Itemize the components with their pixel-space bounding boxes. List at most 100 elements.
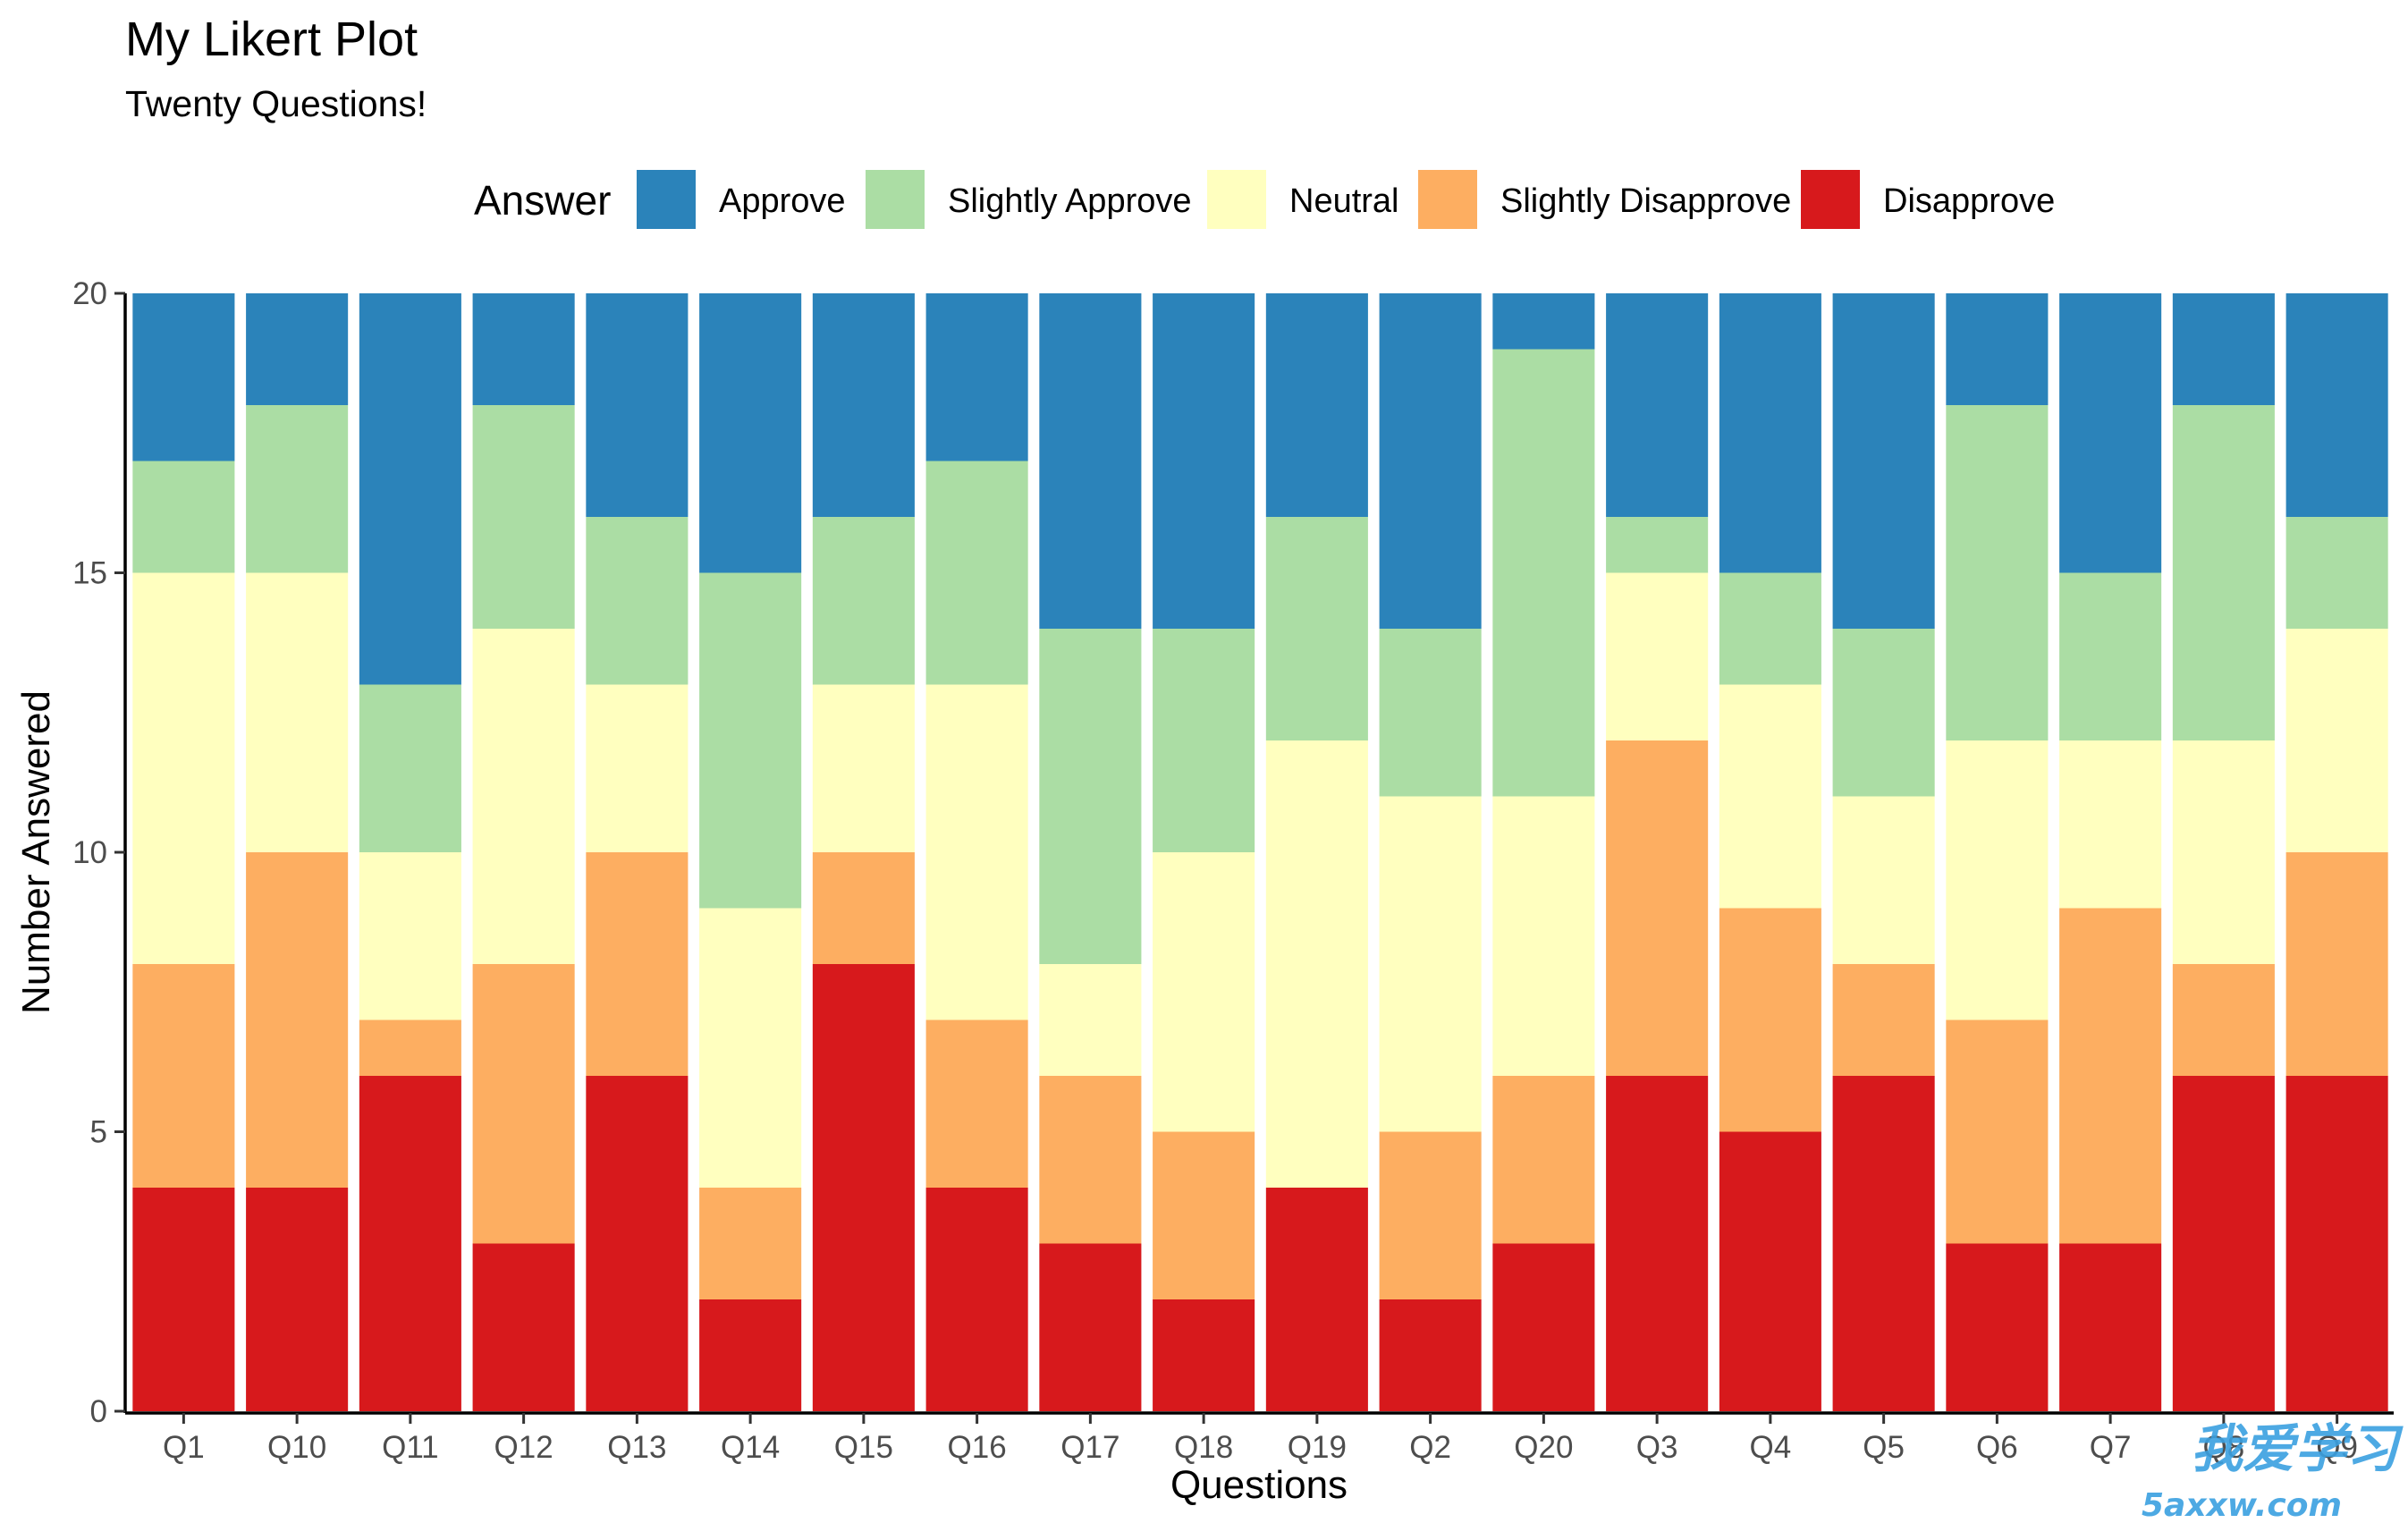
legend-label: Approve xyxy=(719,182,846,220)
bar-segment-q2-disapprove xyxy=(1379,1299,1482,1411)
bar-segment-q18-disapprove xyxy=(1153,1299,1255,1411)
legend-label: Disapprove xyxy=(1883,182,2055,220)
x-tick-label: Q2 xyxy=(1409,1430,1451,1465)
bar-segment-q3-disapprove xyxy=(1606,1076,1709,1411)
bar-segment-q20-slightly-disapprove xyxy=(1492,1076,1595,1244)
x-tick-label: Q13 xyxy=(607,1430,666,1465)
bar-segment-q4-slightly-disapprove xyxy=(1719,908,1821,1132)
bar-segment-q9-slightly-approve xyxy=(2285,517,2388,629)
bar-segment-q15-approve xyxy=(812,293,915,517)
bar-segment-q2-approve xyxy=(1379,293,1482,629)
bar-segment-q20-slightly-approve xyxy=(1492,349,1595,797)
x-tick-label: Q9 xyxy=(2316,1430,2358,1465)
x-tick-label: Q17 xyxy=(1060,1430,1120,1465)
bars-layer xyxy=(132,293,2388,1411)
bar-segment-q5-slightly-disapprove xyxy=(1832,964,1935,1076)
bar-segment-q4-approve xyxy=(1719,293,1821,573)
legend: Answer Approve Slightly Approve Neutral Sli… xyxy=(474,170,2055,229)
y-axis-label: Number Answered xyxy=(14,690,58,1014)
bar-segment-q2-slightly-approve xyxy=(1379,629,1482,797)
bar-segment-q14-neutral xyxy=(699,908,802,1188)
bar-segment-q18-slightly-disapprove xyxy=(1153,1131,1255,1299)
bar-segment-q14-slightly-approve xyxy=(699,572,802,909)
x-tick-label: Q16 xyxy=(948,1430,1007,1465)
x-tick-label: Q14 xyxy=(721,1430,780,1465)
bar-segment-q17-approve xyxy=(1039,293,1142,629)
bar-segment-q14-approve xyxy=(699,293,802,573)
bar-segment-q10-slightly-approve xyxy=(246,405,349,573)
x-tick-label: Q12 xyxy=(494,1430,553,1465)
bar-segment-q19-disapprove xyxy=(1265,1188,1368,1411)
bar-segment-q1-slightly-disapprove xyxy=(132,964,235,1188)
axes-layer: 0 5 10 15 20 Q1 Q10 Q11 Q12 Q13 Q14 Q15 Q16 Q17 Q18 Q19… xyxy=(72,276,2394,1465)
bar-segment-q13-slightly-approve xyxy=(586,517,689,685)
bar-segment-q10-approve xyxy=(246,293,349,405)
bar-segment-q1-neutral xyxy=(132,572,235,964)
x-tick-label: Q18 xyxy=(1174,1430,1233,1465)
x-tick-label: Q15 xyxy=(834,1430,893,1465)
bar-segment-q8-slightly-disapprove xyxy=(2172,964,2275,1076)
watermark: 我爱学习 5axxw.com xyxy=(2142,1418,2404,1523)
bar-segment-q14-disapprove xyxy=(699,1299,802,1411)
bar-segment-q18-slightly-approve xyxy=(1153,629,1255,852)
bar-segment-q3-neutral xyxy=(1606,572,1709,740)
bar-segment-q4-neutral xyxy=(1719,684,1821,909)
bar-segment-q3-approve xyxy=(1606,293,1709,517)
bar-segment-q7-slightly-disapprove xyxy=(2059,908,2162,1244)
bar-segment-q7-disapprove xyxy=(2059,1243,2162,1411)
bar-segment-q15-disapprove xyxy=(812,964,915,1411)
x-tick-label: Q6 xyxy=(1976,1430,2018,1465)
bar-segment-q11-slightly-disapprove xyxy=(359,1020,461,1076)
x-tick-label: Q7 xyxy=(2090,1430,2132,1465)
bar-segment-q5-slightly-approve xyxy=(1832,629,1935,797)
bar-segment-q6-slightly-disapprove xyxy=(1946,1020,2049,1244)
bar-segment-q19-neutral xyxy=(1265,740,1368,1188)
bar-segment-q8-disapprove xyxy=(2172,1076,2275,1411)
bar-segment-q13-approve xyxy=(586,293,689,517)
bar-segment-q10-slightly-disapprove xyxy=(246,852,349,1188)
bar-segment-q20-approve xyxy=(1492,293,1595,350)
bar-segment-q3-slightly-disapprove xyxy=(1606,740,1709,1076)
bar-segment-q9-slightly-disapprove xyxy=(2285,852,2388,1076)
bar-segment-q20-disapprove xyxy=(1492,1243,1595,1411)
x-tick-label: Q11 xyxy=(382,1430,439,1465)
bar-segment-q13-neutral xyxy=(586,684,689,852)
bar-segment-q18-approve xyxy=(1153,293,1255,629)
bar-segment-q1-slightly-approve xyxy=(132,461,235,573)
x-tick-label: Q3 xyxy=(1636,1430,1678,1465)
bar-segment-q14-slightly-disapprove xyxy=(699,1188,802,1299)
bar-segment-q5-disapprove xyxy=(1832,1076,1935,1411)
bar-segment-q17-slightly-disapprove xyxy=(1039,1076,1142,1244)
bar-segment-q12-slightly-approve xyxy=(472,405,575,629)
bar-segment-q15-neutral xyxy=(812,684,915,852)
bar-segment-q12-neutral xyxy=(472,629,575,964)
x-tick-label: Q20 xyxy=(1514,1430,1573,1465)
bar-segment-q12-slightly-disapprove xyxy=(472,964,575,1244)
legend-key-approve xyxy=(637,170,696,229)
x-tick-label: Q8 xyxy=(2203,1430,2245,1465)
y-tick-label: 0 xyxy=(90,1394,107,1429)
legend-key-slightly-approve xyxy=(866,170,925,229)
legend-key-neutral xyxy=(1207,170,1266,229)
legend-key-slightly-disapprove xyxy=(1418,170,1477,229)
x-tick-label: Q4 xyxy=(1750,1430,1792,1465)
legend-title: Answer xyxy=(474,177,611,224)
y-tick-label: 20 xyxy=(72,276,107,311)
bar-segment-q2-slightly-disapprove xyxy=(1379,1131,1482,1299)
bar-segment-q11-approve xyxy=(359,293,461,685)
bar-segment-q9-neutral xyxy=(2285,629,2388,852)
legend-key-disapprove xyxy=(1801,170,1860,229)
bar-segment-q15-slightly-disapprove xyxy=(812,852,915,964)
x-tick-label: Q1 xyxy=(163,1430,205,1465)
bar-segment-q11-slightly-approve xyxy=(359,684,461,852)
y-tick-label: 15 xyxy=(72,556,107,591)
bar-segment-q17-neutral xyxy=(1039,964,1142,1076)
bar-segment-q9-disapprove xyxy=(2285,1076,2388,1411)
legend-label: Slightly Disapprove xyxy=(1500,182,1791,220)
watermark-text: 我爱学习 xyxy=(2191,1418,2404,1479)
bar-segment-q18-neutral xyxy=(1153,852,1255,1132)
x-tick-label: Q10 xyxy=(267,1430,326,1465)
bar-segment-q20-neutral xyxy=(1492,796,1595,1076)
bar-segment-q8-slightly-approve xyxy=(2172,405,2275,740)
bar-segment-q5-approve xyxy=(1832,293,1935,629)
